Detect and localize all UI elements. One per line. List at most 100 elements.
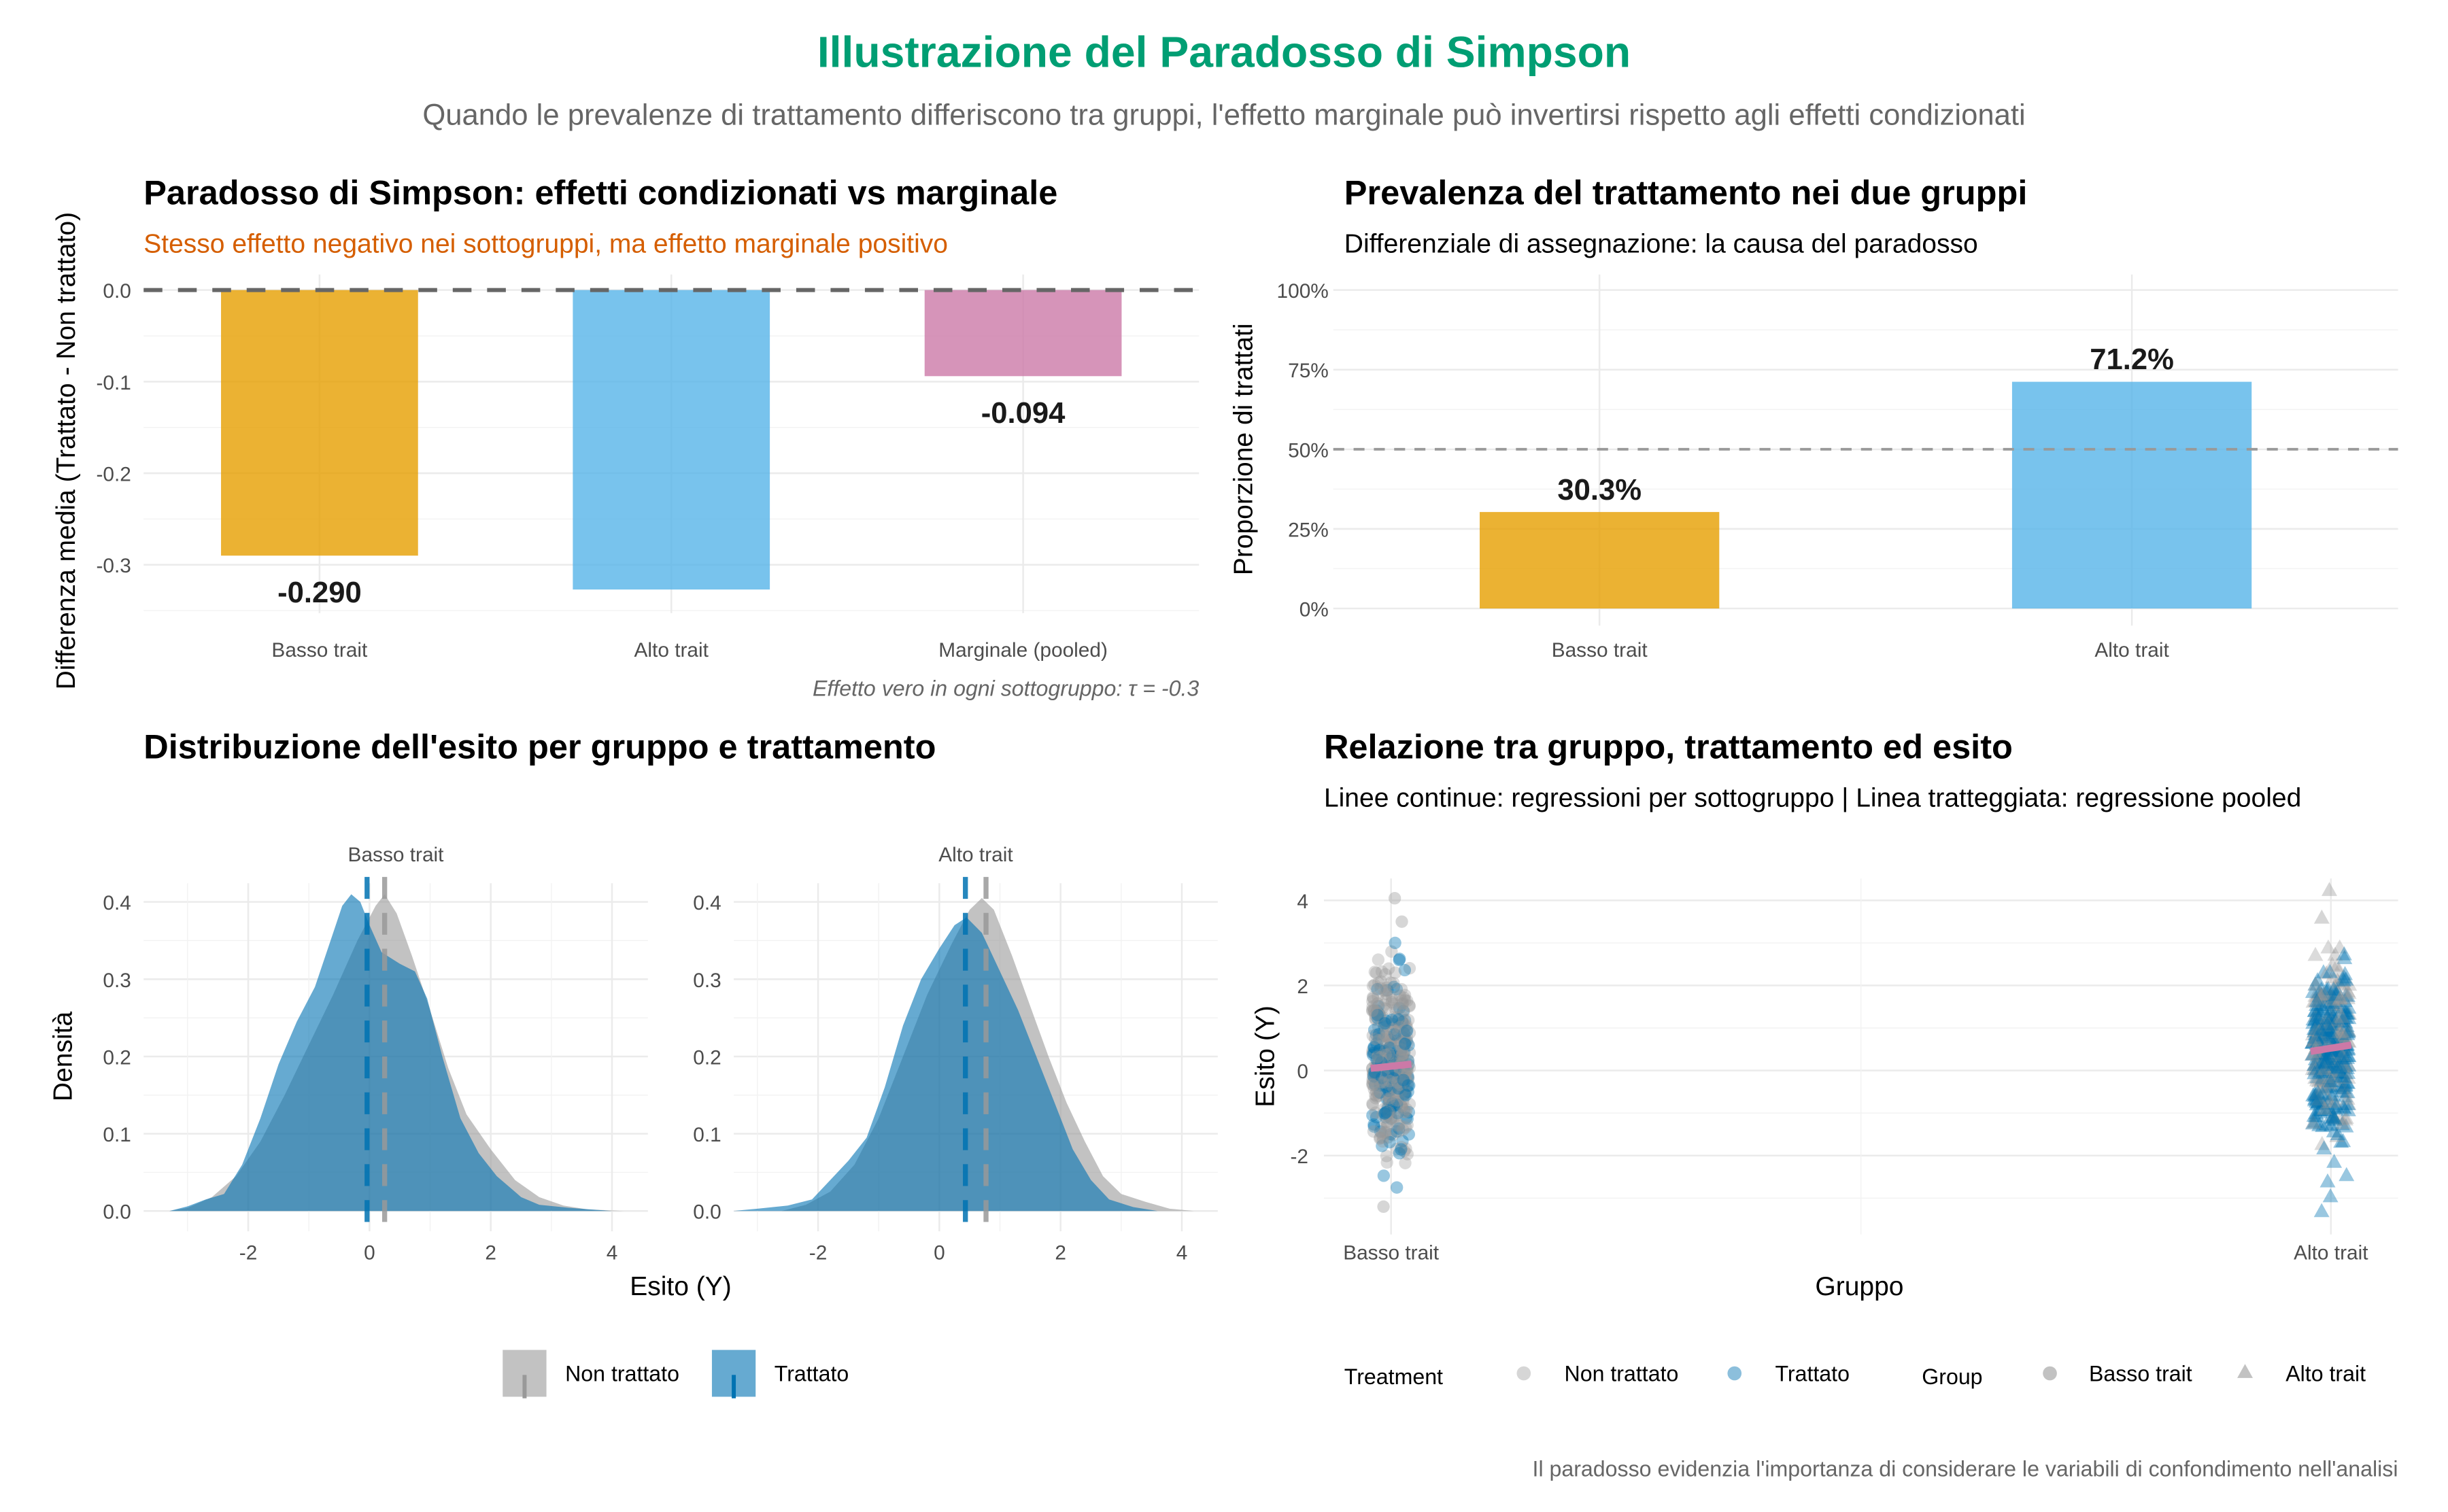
scatter-point xyxy=(2305,1033,2322,1047)
scatter-point xyxy=(2339,1050,2356,1065)
scatter-point xyxy=(2312,1063,2328,1078)
scatter-point xyxy=(2307,987,2324,1002)
scatter-point xyxy=(1398,1037,1412,1050)
scatter-point xyxy=(2310,1048,2326,1062)
scatter-point xyxy=(2314,1022,2330,1036)
scatter-point xyxy=(2321,1017,2337,1032)
scatter-point xyxy=(2332,939,2348,954)
density-y-tick-label: 0.0 xyxy=(103,1201,131,1224)
scatter-point xyxy=(2326,1110,2343,1124)
scatter-point xyxy=(1367,1046,1380,1060)
scatter-point xyxy=(1373,1008,1386,1020)
scatter-point xyxy=(1403,1079,1416,1092)
scatter-point xyxy=(1367,1120,1380,1133)
scatter-point xyxy=(1388,1027,1401,1041)
scatter-point xyxy=(2340,1065,2356,1079)
scatter-point xyxy=(2326,1100,2343,1115)
legend-label: Trattato xyxy=(1775,1362,1850,1386)
scatter-point xyxy=(2334,976,2351,991)
scatter-point xyxy=(2307,992,2324,1007)
scatter-point xyxy=(2332,1025,2349,1039)
scatter-point xyxy=(1397,1071,1410,1084)
scatter-point xyxy=(2317,1049,2333,1063)
scatter-point xyxy=(2329,1128,2345,1142)
scatter-point xyxy=(1366,1003,1379,1016)
legend-group-title: Group xyxy=(1922,1364,1982,1389)
scatter-point xyxy=(2305,1114,2322,1129)
scatter-point xyxy=(1372,1030,1385,1043)
scatter-point xyxy=(2324,995,2341,1009)
scatter-point xyxy=(2321,1012,2337,1027)
scatter-point xyxy=(2307,1056,2324,1071)
scatter-point xyxy=(2323,1073,2339,1088)
scatter-point xyxy=(1380,1093,1393,1105)
scatter-point xyxy=(2330,962,2347,977)
scatter-point xyxy=(2315,1017,2331,1032)
scatter-point xyxy=(1384,1112,1398,1125)
scatter-point xyxy=(1369,1088,1382,1101)
scatter-point xyxy=(1392,1082,1405,1095)
scatter-point xyxy=(2338,1010,2354,1024)
scatter-point xyxy=(1376,1050,1389,1063)
scatter-point xyxy=(2328,1098,2345,1113)
scatter-point xyxy=(1377,1169,1391,1182)
scatter-point xyxy=(1378,1126,1391,1139)
scatter-point xyxy=(1401,1112,1414,1125)
scatter-point xyxy=(2339,1060,2356,1074)
scatter-point xyxy=(1382,1110,1395,1123)
scatter-point xyxy=(2328,1072,2344,1087)
scatter-point xyxy=(2340,1006,2356,1020)
scatter-point xyxy=(1392,1037,1406,1050)
prevalence-bar-1 xyxy=(2011,381,2252,609)
scatter-point xyxy=(1366,1044,1379,1056)
scatter-point xyxy=(2319,981,2335,995)
scatter-point xyxy=(2334,1115,2351,1130)
scatter-point xyxy=(1388,1111,1401,1124)
density-x-tick-label: 2 xyxy=(485,1241,496,1264)
scatter-point xyxy=(2321,1025,2337,1040)
scatter-point xyxy=(1397,1076,1411,1089)
scatter-point xyxy=(2312,990,2328,1005)
scatter-point xyxy=(2307,1056,2323,1071)
scatter-point xyxy=(2320,1025,2336,1040)
scatter-point xyxy=(1377,1079,1390,1092)
scatter-point xyxy=(1388,1010,1401,1023)
scatter-point xyxy=(2316,1100,2332,1115)
scatter-point xyxy=(1396,1010,1409,1023)
scatter-point xyxy=(1401,1022,1414,1035)
density-y-tick-label: 0.0 xyxy=(693,1201,721,1224)
scatter-point xyxy=(1374,1121,1388,1134)
scatter-point xyxy=(2329,957,2345,972)
scatter-point xyxy=(1397,1016,1410,1030)
scatter-point xyxy=(2337,1088,2353,1103)
scatter-point xyxy=(1374,1052,1387,1065)
scatter-point xyxy=(2326,1017,2342,1031)
scatter-point xyxy=(2322,1060,2339,1075)
scatter-point xyxy=(2332,1023,2349,1038)
scatter-point xyxy=(1380,987,1393,1001)
scatter-point xyxy=(1370,1111,1383,1124)
scatter-point xyxy=(1385,945,1398,958)
scatter-point xyxy=(2307,1061,2323,1075)
prevalence-y-tick-label: 100% xyxy=(1277,280,1329,303)
scatter-point xyxy=(2326,1019,2342,1034)
scatter-point xyxy=(1382,1078,1395,1091)
scatter-point xyxy=(1376,1014,1390,1028)
scatter-point xyxy=(2326,1108,2342,1123)
scatter-point xyxy=(2310,1094,2326,1108)
scatter-point xyxy=(2315,1118,2331,1133)
scatter-point xyxy=(2317,1102,2334,1117)
scatter-point xyxy=(1381,1105,1395,1118)
scatter-point xyxy=(1366,995,1379,1008)
scatter-point xyxy=(1391,1095,1405,1108)
scatter-point xyxy=(1378,1028,1391,1041)
scatter-point xyxy=(2341,1048,2357,1063)
scatter-point xyxy=(1382,1094,1395,1107)
scatter-point xyxy=(1399,1121,1412,1134)
relation-x-ticks: Basso trait Alto trait xyxy=(1343,1241,2368,1264)
scatter-point xyxy=(1379,1002,1392,1015)
scatter-point xyxy=(2336,1080,2352,1095)
scatter-point xyxy=(1366,1098,1379,1112)
scatter-point xyxy=(2328,1073,2345,1088)
